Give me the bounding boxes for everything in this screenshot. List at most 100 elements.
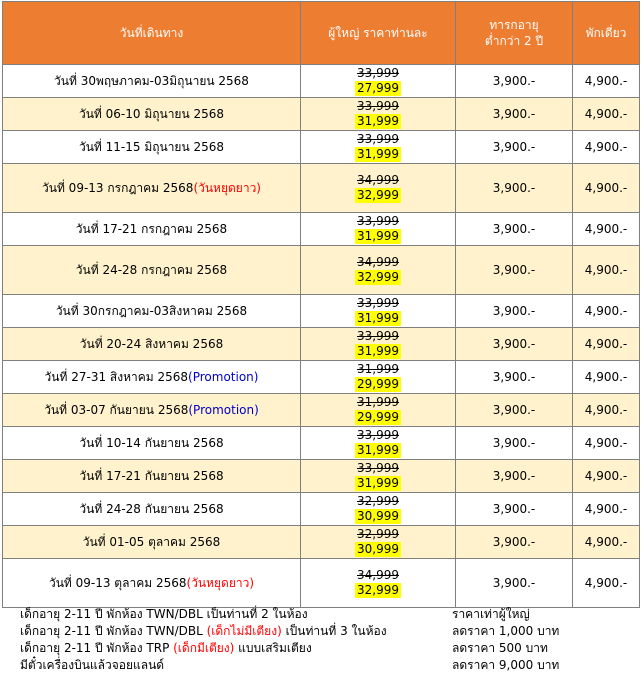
old-price: 31,999 [357,362,399,376]
travel-date: วันที่ 24-28 กันยายน 2568 [79,501,224,516]
travel-date-cell: วันที่ 17-21 กรกฎาคม 2568 [2,212,301,246]
travel-date: วันที่ 10-14 กันยายน 2568 [79,435,224,450]
promo-price: 27,999 [355,81,401,96]
single-supplement-cell: 4,900.- [572,459,640,493]
old-price: 34,999 [357,568,399,582]
promo-price: 32,999 [355,188,401,203]
table-row: วันที่ 09-13 ตุลาคม 2568(วันหยุดยาว) 34,9… [2,558,640,608]
date-note: (Promotion) [188,369,259,384]
date-note: (วันหยุดยาว) [186,575,255,590]
promo-price: 31,999 [355,114,401,129]
infant-price-cell: 3,900.- [455,360,573,394]
header-infant-line1: ทารกอายุ [489,18,539,32]
adult-price-cell: 33,999 31,999 [300,327,456,361]
footer-note-row: เด็กอายุ 2-11 ปี พักห้อง TRP (เด็กมีเตีย… [20,640,620,657]
table-row: วันที่ 03-07 กันยายน 2568(Promotion) 31,9… [2,393,640,427]
adult-price-cell: 32,999 30,999 [300,525,456,559]
footer-note-part: เด็กอายุ 2-11 ปี พักห้อง TWN/DBL [20,624,207,638]
table-row: วันที่ 17-21 กรกฎาคม 2568 33,999 31,999 3,9… [2,212,640,246]
travel-date-cell: วันที่ 30พฤษภาคม-03มิถุนายน 2568 [2,64,301,98]
promo-price: 31,999 [355,147,401,162]
single-supplement-cell: 4,900.- [572,163,640,213]
promo-price: 32,999 [355,583,401,598]
single-supplement-cell: 4,900.- [572,327,640,361]
price-rows: วันที่ 30พฤษภาคม-03มิถุนายน 2568 33,999 27… [2,64,640,608]
travel-date-cell: วันที่ 10-14 กันยายน 2568 [2,426,301,460]
table-row: วันที่ 30กรกฎาคม-03สิงหาคม 2568 33,999 31,… [2,294,640,328]
header-infant-price: ทารกอายุ ต่ำกว่า 2 ปี [455,1,573,65]
travel-date: วันที่ 17-21 กรกฎาคม 2568 [75,221,228,236]
travel-date-cell: วันที่ 24-28 กันยายน 2568 [2,492,301,526]
footer-note-price: ลดราคา 500 บาท [452,641,548,655]
infant-price-cell: 3,900.- [455,97,573,131]
price-table: วันที่เดินทาง ผู้ใหญ่ ราคาท่านละ ทารกอาย… [2,1,640,608]
adult-price-cell: 34,999 32,999 [300,558,456,608]
travel-date: วันที่ 17-21 กันยายน 2568 [79,468,224,483]
travel-date: วันที่ 09-13 ตุลาคม 2568 [48,575,187,590]
table-row: วันที่ 06-10 มิถุนายน 2568 33,999 31,999 3,… [2,97,640,131]
travel-date-cell: วันที่ 20-24 สิงหาคม 2568 [2,327,301,361]
travel-date-cell: วันที่ 11-15 มิถุนายน 2568 [2,130,301,164]
promo-price: 31,999 [355,311,401,326]
travel-date: วันที่ 24-28 กรกฎาคม 2568 [75,262,228,277]
footer-note-price: ลดราคา 9,000 บาท [452,658,560,672]
table-row: วันที่ 24-28 กันยายน 2568 32,999 30,999 3,9… [2,492,640,526]
travel-date: วันที่ 20-24 สิงหาคม 2568 [79,336,224,351]
adult-price-cell: 33,999 27,999 [300,64,456,98]
single-supplement-cell: 4,900.- [572,212,640,246]
adult-price-cell: 32,999 30,999 [300,492,456,526]
travel-date: วันที่ 30กรกฎาคม-03สิงหาคม 2568 [55,303,248,318]
single-supplement-cell: 4,900.- [572,492,640,526]
footer-note-part: แบบเสริมเตียง [234,641,312,655]
footer-note-price: ราคาเท่าผู้ใหญ่ [452,607,530,621]
promo-price: 29,999 [355,377,401,392]
table-row: วันที่ 24-28 กรกฎาคม 2568 34,999 32,999 3,9… [2,245,640,295]
date-note: (วันหยุดยาว) [193,180,261,195]
footer-note-highlight: (เด็กไม่มีเตียง) [206,624,282,638]
footer-note-highlight: (เด็กมีเตียง) [173,641,235,655]
infant-price-cell: 3,900.- [455,163,573,213]
footer-notes: เด็กอายุ 2-11 ปี พักห้อง TWN/DBL เป็นท่า… [20,606,620,674]
adult-price-cell: 33,999 31,999 [300,459,456,493]
adult-price-cell: 33,999 31,999 [300,294,456,328]
old-price: 33,999 [357,428,399,442]
footer-note-text: เด็กอายุ 2-11 ปี พักห้อง TWN/DBL (เด็กไม… [20,623,387,640]
travel-date-cell: วันที่ 30กรกฎาคม-03สิงหาคม 2568 [2,294,301,328]
old-price: 33,999 [357,296,399,310]
travel-date: วันที่ 06-10 มิถุนายน 2568 [78,106,225,121]
footer-note-price: ลดราคา 1,000 บาท [452,624,560,638]
header-row: วันที่เดินทาง ผู้ใหญ่ ราคาท่านละ ทารกอาย… [2,1,640,65]
old-price: 32,999 [357,527,399,541]
single-supplement-cell: 4,900.- [572,245,640,295]
promo-price: 31,999 [355,443,401,458]
table-row: วันที่ 11-15 มิถุนายน 2568 33,999 31,999 3,… [2,130,640,164]
single-supplement-cell: 4,900.- [572,393,640,427]
infant-price-cell: 3,900.- [455,558,573,608]
old-price: 33,999 [357,214,399,228]
travel-date: วันที่ 01-05 ตุลาคม 2568 [82,534,221,549]
promo-price: 30,999 [355,542,401,557]
infant-price-cell: 3,900.- [455,525,573,559]
promo-price: 31,999 [355,344,401,359]
footer-note-text: เด็กอายุ 2-11 ปี พักห้อง TRP (เด็กมีเตีย… [20,640,312,657]
travel-date-cell: วันที่ 06-10 มิถุนายน 2568 [2,97,301,131]
old-price: 33,999 [357,461,399,475]
footer-note-row: มีตั๋วเครื่องบินแล้วจอยแลนด์ ลดราคา 9,000… [20,657,620,674]
footer-note-row: เด็กอายุ 2-11 ปี พักห้อง TWN/DBL เป็นท่า… [20,606,620,623]
adult-price-cell: 33,999 31,999 [300,426,456,460]
old-price: 33,999 [357,132,399,146]
travel-date: วันที่ 27-31 สิงหาคม 2568 [44,369,189,384]
footer-note-text: มีตั๋วเครื่องบินแล้วจอยแลนด์ [20,657,164,674]
date-note: (Promotion) [188,402,259,417]
old-price: 34,999 [357,255,399,269]
infant-price-cell: 3,900.- [455,212,573,246]
footer-note-part: เด็กอายุ 2-11 ปี พักห้อง TRP [20,641,174,655]
single-supplement-cell: 4,900.- [572,294,640,328]
infant-price-cell: 3,900.- [455,294,573,328]
adult-price-cell: 34,999 32,999 [300,245,456,295]
adult-price-cell: 33,999 31,999 [300,130,456,164]
infant-price-cell: 3,900.- [455,426,573,460]
adult-price-cell: 33,999 31,999 [300,212,456,246]
promo-price: 31,999 [355,229,401,244]
